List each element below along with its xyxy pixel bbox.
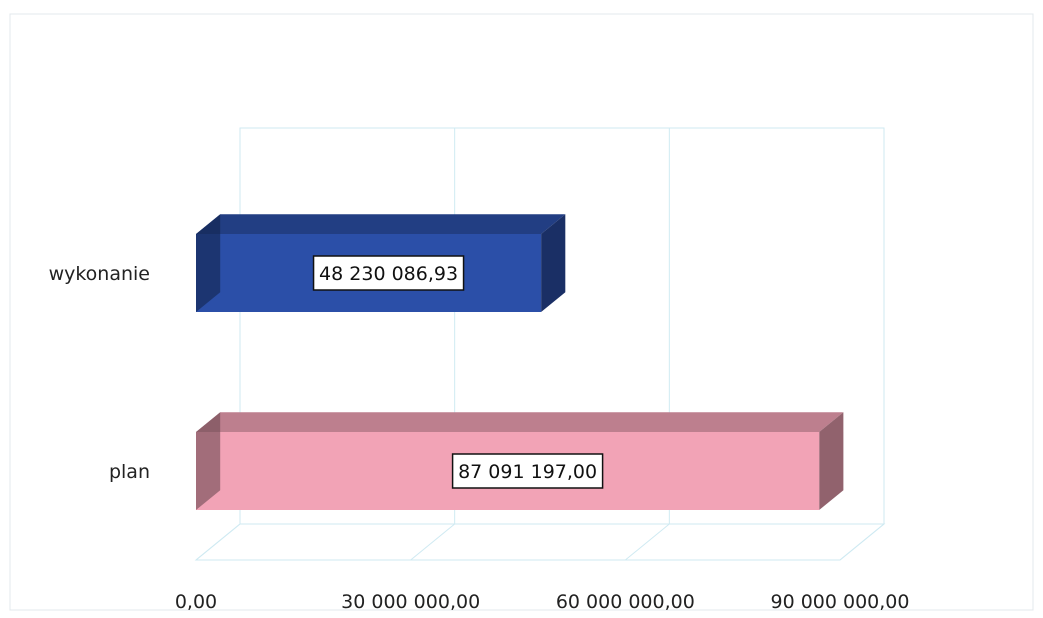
bar-end-face <box>541 214 566 312</box>
x-tick-label: 30 000 000,00 <box>341 591 480 613</box>
grid-depth-line <box>410 523 455 561</box>
x-tick-label: 90 000 000,00 <box>770 591 909 613</box>
grid-depth-line <box>839 523 885 561</box>
x-tick-label: 60 000 000,00 <box>556 591 695 613</box>
bar-base-shadow <box>196 412 221 510</box>
grid-depth-line <box>195 523 241 561</box>
bar-top-face <box>196 214 566 234</box>
data-label: 87 091 197,00 <box>458 461 597 483</box>
category-label: plan <box>109 461 150 483</box>
bar-base-shadow <box>196 214 221 312</box>
data-label-box <box>451 453 604 489</box>
floor-plane <box>194 523 886 561</box>
x-tick-label: 0,00 <box>175 591 217 613</box>
data-label-box <box>312 255 465 291</box>
grid-depth-line <box>625 523 670 561</box>
bar-end-face <box>819 412 844 510</box>
category-label: wykonanie <box>49 263 150 285</box>
data-label: 48 230 086,93 <box>319 263 458 285</box>
bar-top-face <box>196 412 844 432</box>
chart-frame <box>9 13 1034 611</box>
